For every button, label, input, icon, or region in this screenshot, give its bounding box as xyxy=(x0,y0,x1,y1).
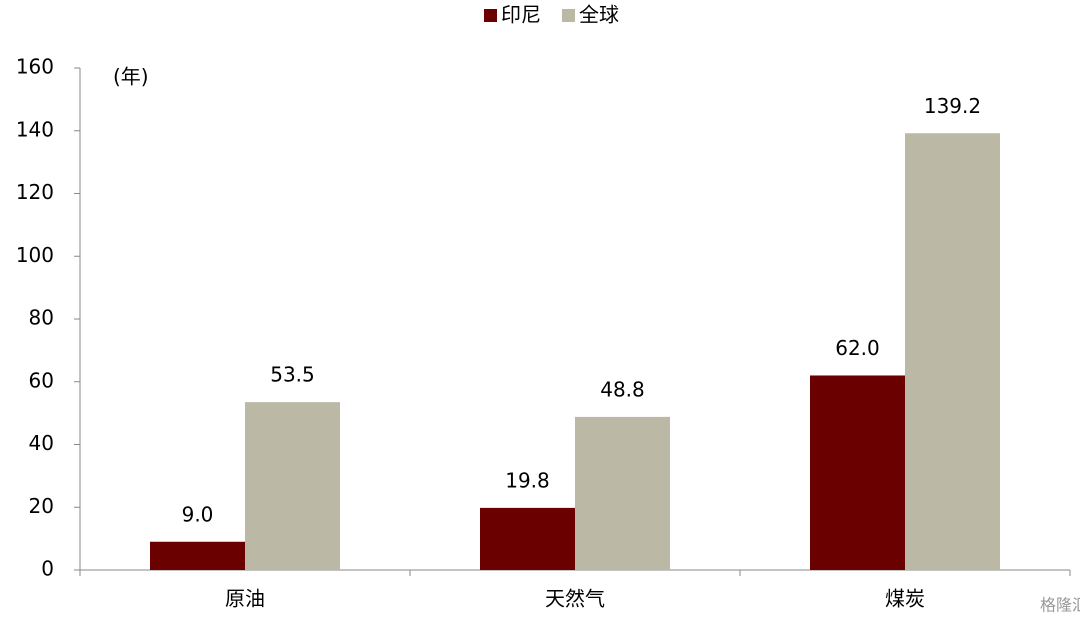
value-label: 48.8 xyxy=(600,377,645,401)
x-tick-label: 天然气 xyxy=(545,587,605,611)
bar xyxy=(150,541,245,570)
legend-swatch xyxy=(562,9,575,22)
x-tick-label: 原油 xyxy=(225,587,265,611)
y-tick-label: 20 xyxy=(29,494,54,518)
legend-label: 印尼 xyxy=(501,3,541,27)
value-label: 9.0 xyxy=(182,502,214,526)
y-tick-label: 40 xyxy=(29,431,54,455)
y-tick-label: 160 xyxy=(16,55,54,79)
y-tick-label: 80 xyxy=(29,306,54,330)
y-tick-label: 60 xyxy=(29,368,54,392)
y-tick-label: 0 xyxy=(41,557,54,581)
y-tick-label: 140 xyxy=(16,117,54,141)
value-label: 53.5 xyxy=(270,363,315,387)
y-tick-label: 120 xyxy=(16,180,54,204)
y-axis-label: (年) xyxy=(113,65,149,89)
value-label: 139.2 xyxy=(924,94,981,118)
bar xyxy=(480,507,575,570)
value-label: 19.8 xyxy=(505,468,550,492)
bar xyxy=(905,133,1000,570)
x-tick-label: 煤炭 xyxy=(885,587,925,611)
bar xyxy=(245,402,340,570)
legend-label: 全球 xyxy=(579,3,619,27)
legend-swatch xyxy=(484,9,497,22)
value-label: 62.0 xyxy=(835,336,880,360)
y-tick-label: 100 xyxy=(16,243,54,267)
bar xyxy=(810,375,905,570)
watermark: 格隆汇 xyxy=(1040,596,1080,615)
bar xyxy=(575,416,670,570)
